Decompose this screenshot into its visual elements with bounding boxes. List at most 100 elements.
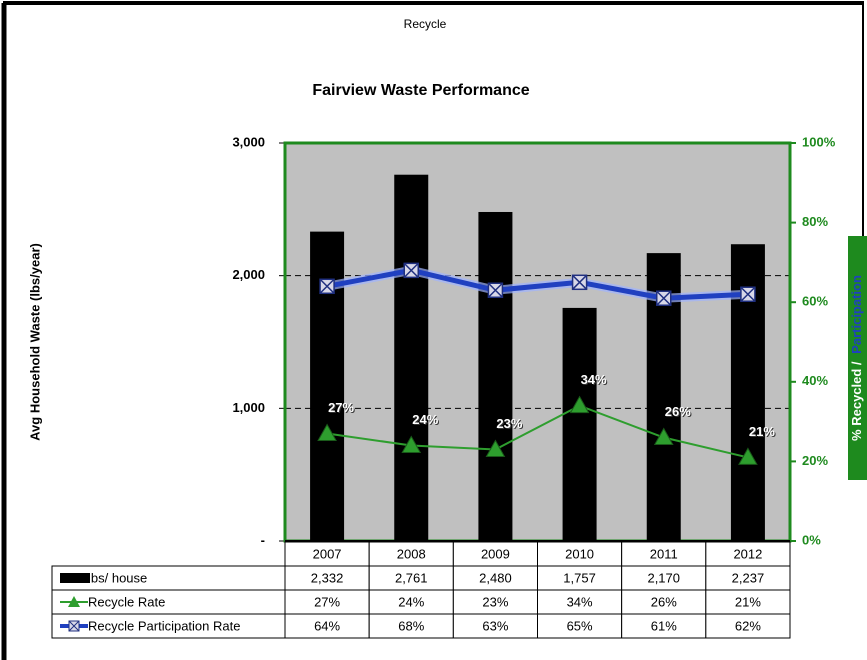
y-axis-label: Avg Household Waste (lbs/year) [27, 243, 42, 441]
table-value: 68% [398, 618, 424, 633]
table-value: 2,480 [479, 570, 512, 585]
marker-cross [656, 290, 672, 306]
bar [478, 211, 513, 541]
table-value: 2,761 [395, 570, 428, 585]
data-label-shadow: 23% [497, 417, 523, 432]
table-cell [284, 565, 370, 591]
x-tick-label: 2010 [565, 546, 594, 561]
chart-title: Fairview Waste Performance [312, 82, 529, 99]
marker-cross [403, 262, 419, 278]
table-value: 2,332 [311, 570, 344, 585]
table-cell [621, 613, 707, 639]
table-cell [284, 613, 370, 639]
data-label-shadow: 21% [750, 425, 776, 440]
table-value: 62% [735, 618, 761, 633]
y2-label-box [848, 236, 867, 480]
y2-label-part: Participation [849, 275, 864, 354]
legend-label: lbs/ house [88, 570, 147, 585]
table-cell [452, 541, 539, 567]
bar [562, 307, 597, 541]
table-cell [537, 541, 623, 567]
table-value: 34% [567, 594, 593, 609]
plot-area [285, 143, 790, 541]
table-value: 26% [651, 594, 677, 609]
data-label-shadow: 24% [413, 413, 439, 428]
table-value: 27% [314, 594, 340, 609]
data-label: 34% [581, 372, 607, 387]
table-value: 64% [314, 618, 340, 633]
y2-tick-label: 0% [802, 532, 821, 547]
data-label: 21% [749, 424, 775, 439]
table-cell [621, 541, 707, 567]
data-label-shadow: 34% [582, 373, 608, 388]
line [326, 404, 749, 459]
table-cell [368, 565, 454, 591]
page-header: Recycle [404, 17, 447, 31]
data-label: 24% [412, 412, 438, 427]
data-label-shadow: 26% [666, 405, 692, 420]
data-label: 23% [496, 416, 522, 431]
y2-label-part: % Recycled / [849, 361, 864, 441]
y-tick-label: 2,000 [232, 267, 265, 282]
point-marker [656, 290, 672, 306]
y-tick-label: 1,000 [232, 400, 265, 415]
table-cell [621, 565, 707, 591]
point-marker [569, 395, 590, 414]
table-cell [705, 565, 791, 591]
table-value: 61% [651, 618, 677, 633]
point-marker [740, 286, 756, 302]
table-value: 21% [735, 594, 761, 609]
y2-tick-label: 40% [802, 373, 828, 388]
y2-tick-label: 100% [802, 134, 836, 149]
x-tick-label: 2009 [481, 546, 510, 561]
data-label-shadow: 27% [329, 401, 355, 416]
table-cell [537, 613, 623, 639]
legend-key [60, 573, 90, 583]
y2-tick-label: 20% [802, 453, 828, 468]
table-value: 1,757 [563, 570, 596, 585]
data-label: 27% [328, 400, 354, 415]
point-marker [653, 427, 674, 446]
point-marker [319, 278, 335, 295]
marker-cross [740, 286, 756, 302]
data-label: 26% [665, 404, 691, 419]
table-value: 65% [567, 618, 593, 633]
bar [310, 231, 345, 541]
table-cell [705, 541, 791, 567]
legend-label: Recycle Rate [88, 594, 165, 609]
point-marker [317, 423, 337, 442]
point-marker [571, 274, 588, 291]
table-cell [705, 613, 791, 639]
x-tick-label: 2012 [733, 546, 762, 561]
y-tick-label: 3,000 [232, 134, 265, 149]
table-cell [452, 589, 539, 615]
legend-cell [51, 613, 286, 639]
point-marker [738, 447, 758, 465]
table-cell [368, 541, 454, 567]
table-cell [621, 589, 707, 615]
marker-cross [487, 282, 503, 298]
x-tick-label: 2008 [397, 546, 426, 561]
y-tick-label: - [261, 532, 265, 547]
x-tick-label: 2011 [650, 546, 678, 561]
marker-cross [319, 278, 335, 294]
table-value: 23% [482, 594, 508, 609]
legend-label: Recycle Participation Rate [88, 618, 240, 633]
point-marker [401, 435, 422, 453]
x-tick-label: 2007 [313, 546, 342, 561]
line [326, 267, 749, 301]
y2-tick-label: 60% [802, 294, 828, 309]
legend-marker [68, 596, 80, 607]
marker-cross [572, 274, 588, 290]
y2-tick-label: 80% [802, 214, 828, 229]
y2-axis-label: % Recycled / Participation [849, 275, 864, 441]
table-value: 2,237 [732, 570, 765, 585]
point-marker [403, 262, 419, 279]
point-marker [485, 439, 506, 457]
legend-marker-cross [68, 620, 80, 632]
table-value: 63% [482, 618, 508, 633]
bar [394, 174, 429, 541]
table-value: 2,170 [647, 570, 680, 585]
table-value: 24% [398, 594, 424, 609]
